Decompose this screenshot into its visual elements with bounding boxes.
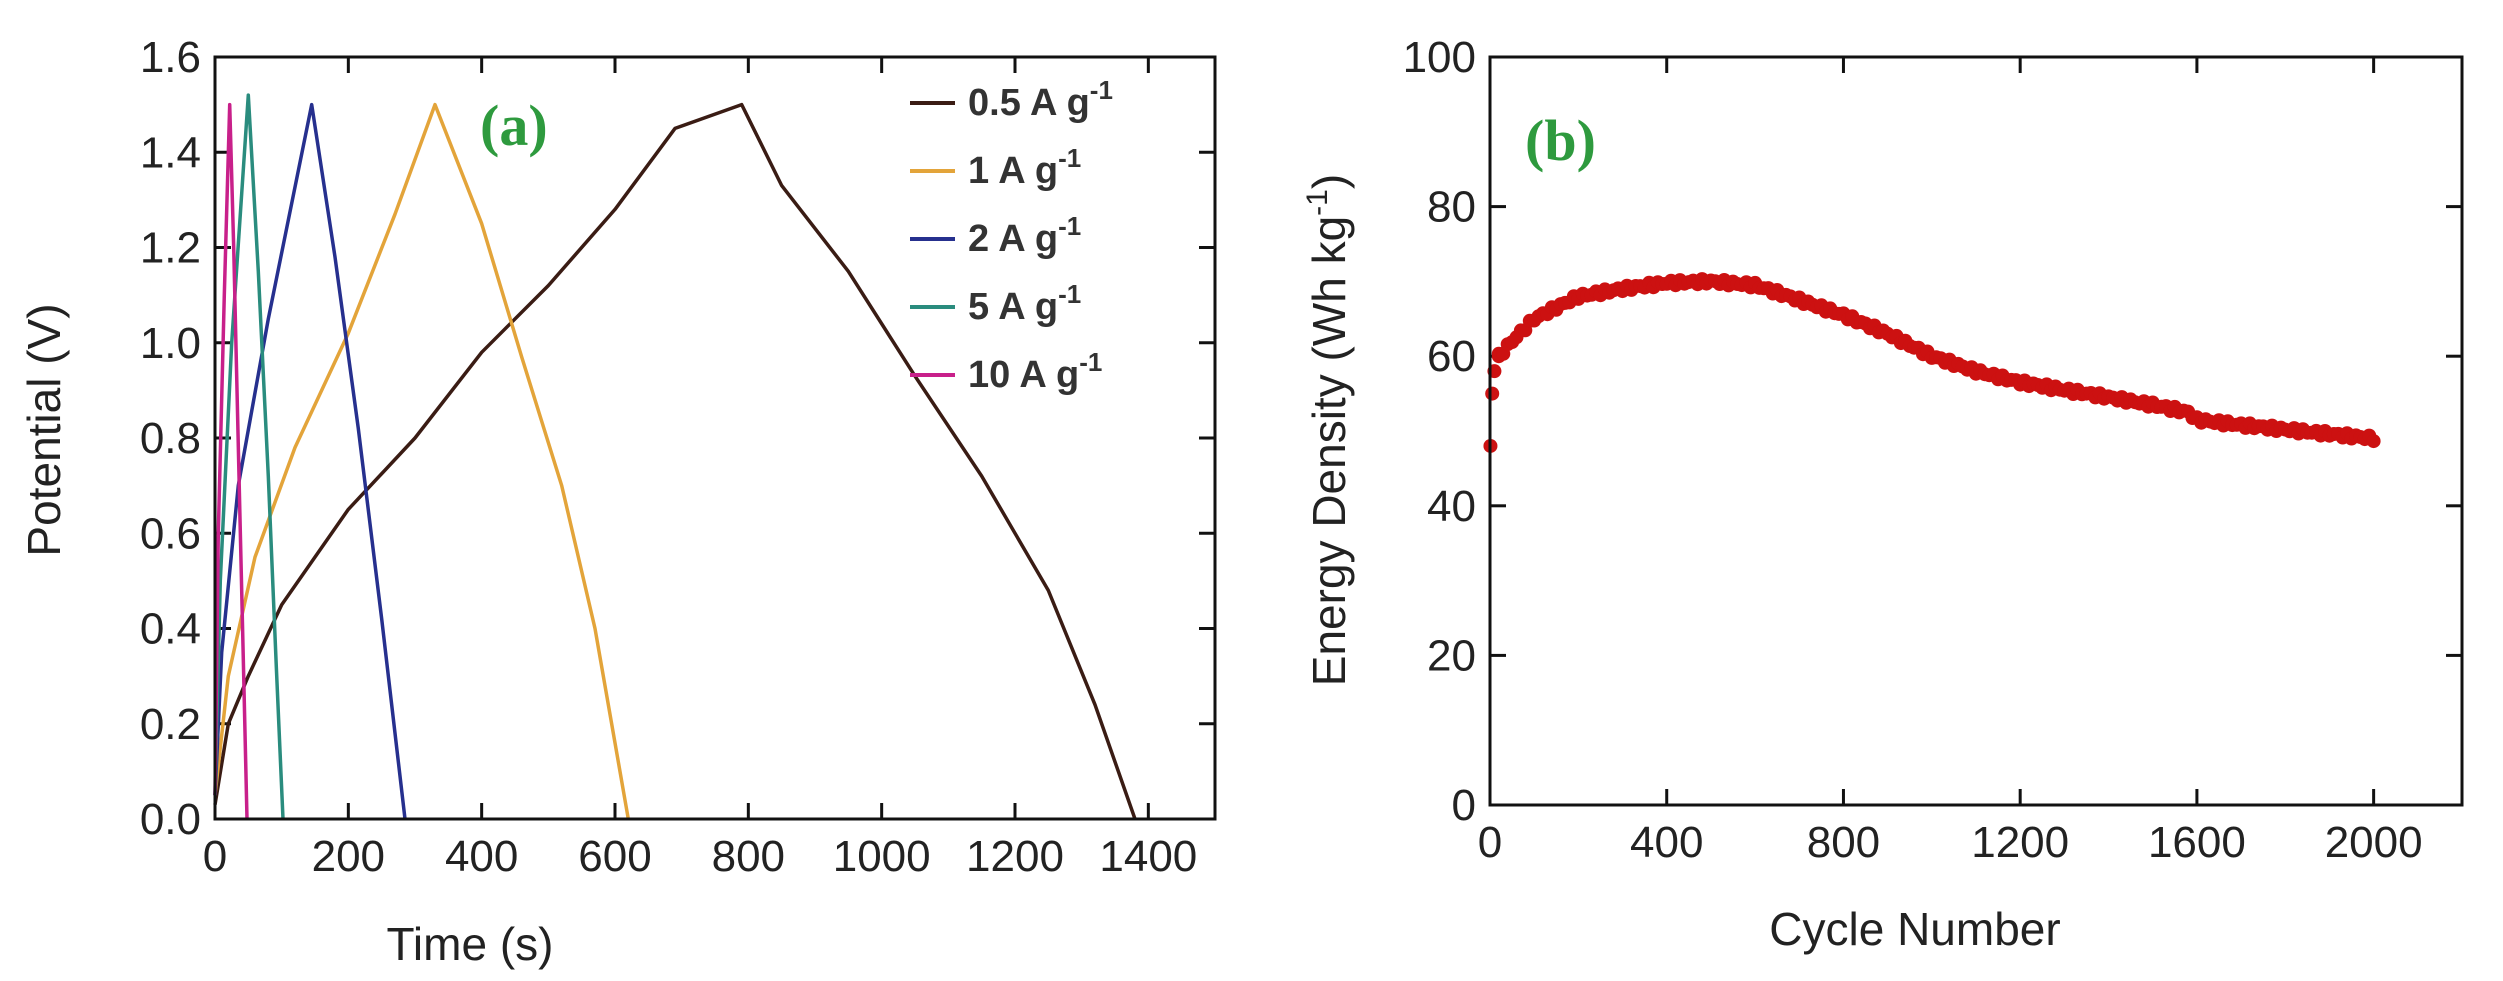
- panel-a-ylabel: Potential (V): [18, 303, 70, 556]
- y-tick-label: 0.2: [140, 700, 201, 749]
- panel-b-series: [1483, 272, 2381, 453]
- y-tick-label: 0.8: [140, 414, 201, 463]
- x-tick-label: 0: [203, 832, 227, 881]
- panel-b-ticks: 0 400 800 1200 1600 2000 0 20 40 60 80 100: [1403, 33, 2462, 867]
- x-tick-label: 2000: [2325, 818, 2423, 867]
- y-tick-label: 100: [1403, 33, 1476, 82]
- panel-b-energy-density: Energy Density (Wh kg-1) Cycle Number (b…: [1301, 33, 2464, 955]
- series-line-0: [213, 102, 1137, 820]
- x-tick-label: 1200: [966, 832, 1064, 881]
- x-tick-label: 1200: [1971, 818, 2069, 867]
- panel-a-frame: [213, 55, 1217, 821]
- x-tick-label: 1400: [1099, 832, 1197, 881]
- y-tick-label: 60: [1427, 332, 1476, 381]
- panel-a-label: (a): [480, 93, 548, 158]
- panel-a-ticks: 0 200 400 600 800 1000 1200 1400 0.0 0.2 0.4 0.6 0.8…: [140, 33, 1215, 881]
- y-tick-label: 1.0: [140, 319, 201, 368]
- series-line-2: [213, 102, 407, 820]
- y-tick-label: 0.6: [140, 509, 201, 558]
- legend-entry-2: 2 A g-1: [968, 211, 1081, 260]
- series-line-1: [213, 102, 631, 820]
- x-tick-label: 1000: [833, 832, 931, 881]
- y-tick-label: 1.6: [140, 33, 201, 82]
- x-tick-label: 400: [445, 832, 518, 881]
- legend-entry-4: 10 A g-1: [968, 347, 1102, 396]
- data-point: [1485, 386, 1500, 401]
- y-tick-label: 1.2: [140, 224, 201, 273]
- panel-b-label: (b): [1525, 108, 1596, 173]
- y-tick-label: 40: [1427, 482, 1476, 531]
- x-tick-label: 200: [312, 832, 385, 881]
- x-tick-label: 1600: [2148, 818, 2246, 867]
- y-tick-label: 0: [1452, 781, 1476, 830]
- y-tick-label: 80: [1427, 183, 1476, 232]
- panel-b-ylabel: Energy Density (Wh kg-1): [1301, 174, 1355, 686]
- y-tick-label: 20: [1427, 631, 1476, 680]
- x-tick-label: 600: [578, 832, 651, 881]
- x-tick-label: 0: [1478, 818, 1502, 867]
- panel-b-xlabel: Cycle Number: [1769, 903, 2060, 955]
- x-tick-label: 800: [712, 832, 785, 881]
- x-tick-label: 400: [1630, 818, 1703, 867]
- legend-entry-0: 0.5 A g-1: [968, 75, 1113, 124]
- legend-entry-1: 1 A g-1: [968, 143, 1081, 192]
- x-tick-label: 800: [1807, 818, 1880, 867]
- panel-a-charge-discharge: Potential (V) Time (s) (a) 0 200 400 600 800…: [18, 33, 1217, 970]
- y-tick-label: 0.4: [140, 605, 201, 654]
- panel-a-series: [213, 93, 1137, 820]
- series-line-3: [213, 93, 285, 820]
- series-line-4: [213, 102, 249, 820]
- legend-entry-3: 5 A g-1: [968, 279, 1081, 328]
- y-tick-label: 1.4: [140, 128, 201, 177]
- data-point: [2366, 434, 2381, 449]
- panel-a-xlabel: Time (s): [387, 918, 554, 970]
- panel-b-frame: [1488, 55, 2464, 807]
- y-tick-label: 0.0: [140, 795, 201, 844]
- panel-a-legend: 0.5 A g-1 1 A g-1 2 A g-1 5 A g-1 10 A g-1: [910, 75, 1113, 396]
